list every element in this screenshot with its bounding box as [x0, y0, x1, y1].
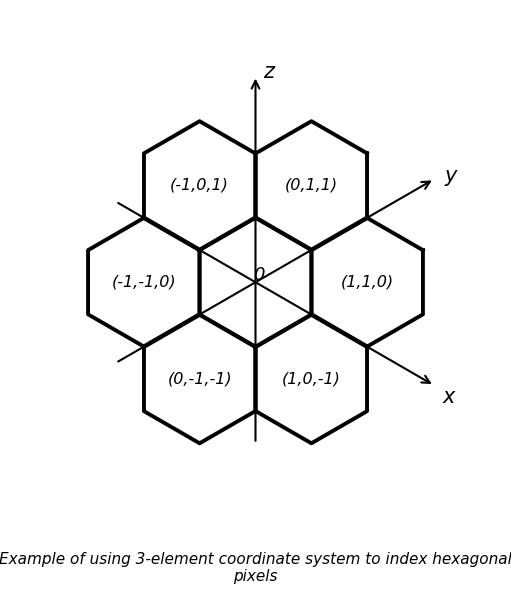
- Text: Example of using 3-element coordinate system to index hexagonal
pixels: Example of using 3-element coordinate sy…: [0, 552, 511, 584]
- Text: z: z: [263, 62, 274, 83]
- Text: (0,1,1): (0,1,1): [285, 178, 338, 193]
- Polygon shape: [144, 315, 255, 443]
- Polygon shape: [200, 218, 311, 346]
- Text: (0,-1,-1): (0,-1,-1): [167, 371, 232, 386]
- Text: (-1,-1,0): (-1,-1,0): [111, 274, 176, 290]
- Text: y: y: [444, 166, 456, 186]
- Text: (-1,0,1): (-1,0,1): [170, 178, 229, 193]
- Text: x: x: [442, 387, 454, 407]
- Polygon shape: [88, 218, 199, 346]
- Text: (1,0,-1): (1,0,-1): [282, 371, 341, 386]
- Text: (1,1,0): (1,1,0): [341, 274, 394, 290]
- Polygon shape: [312, 218, 423, 346]
- Polygon shape: [256, 121, 367, 249]
- Text: 0: 0: [253, 266, 265, 283]
- Polygon shape: [144, 121, 255, 249]
- Polygon shape: [256, 315, 367, 443]
